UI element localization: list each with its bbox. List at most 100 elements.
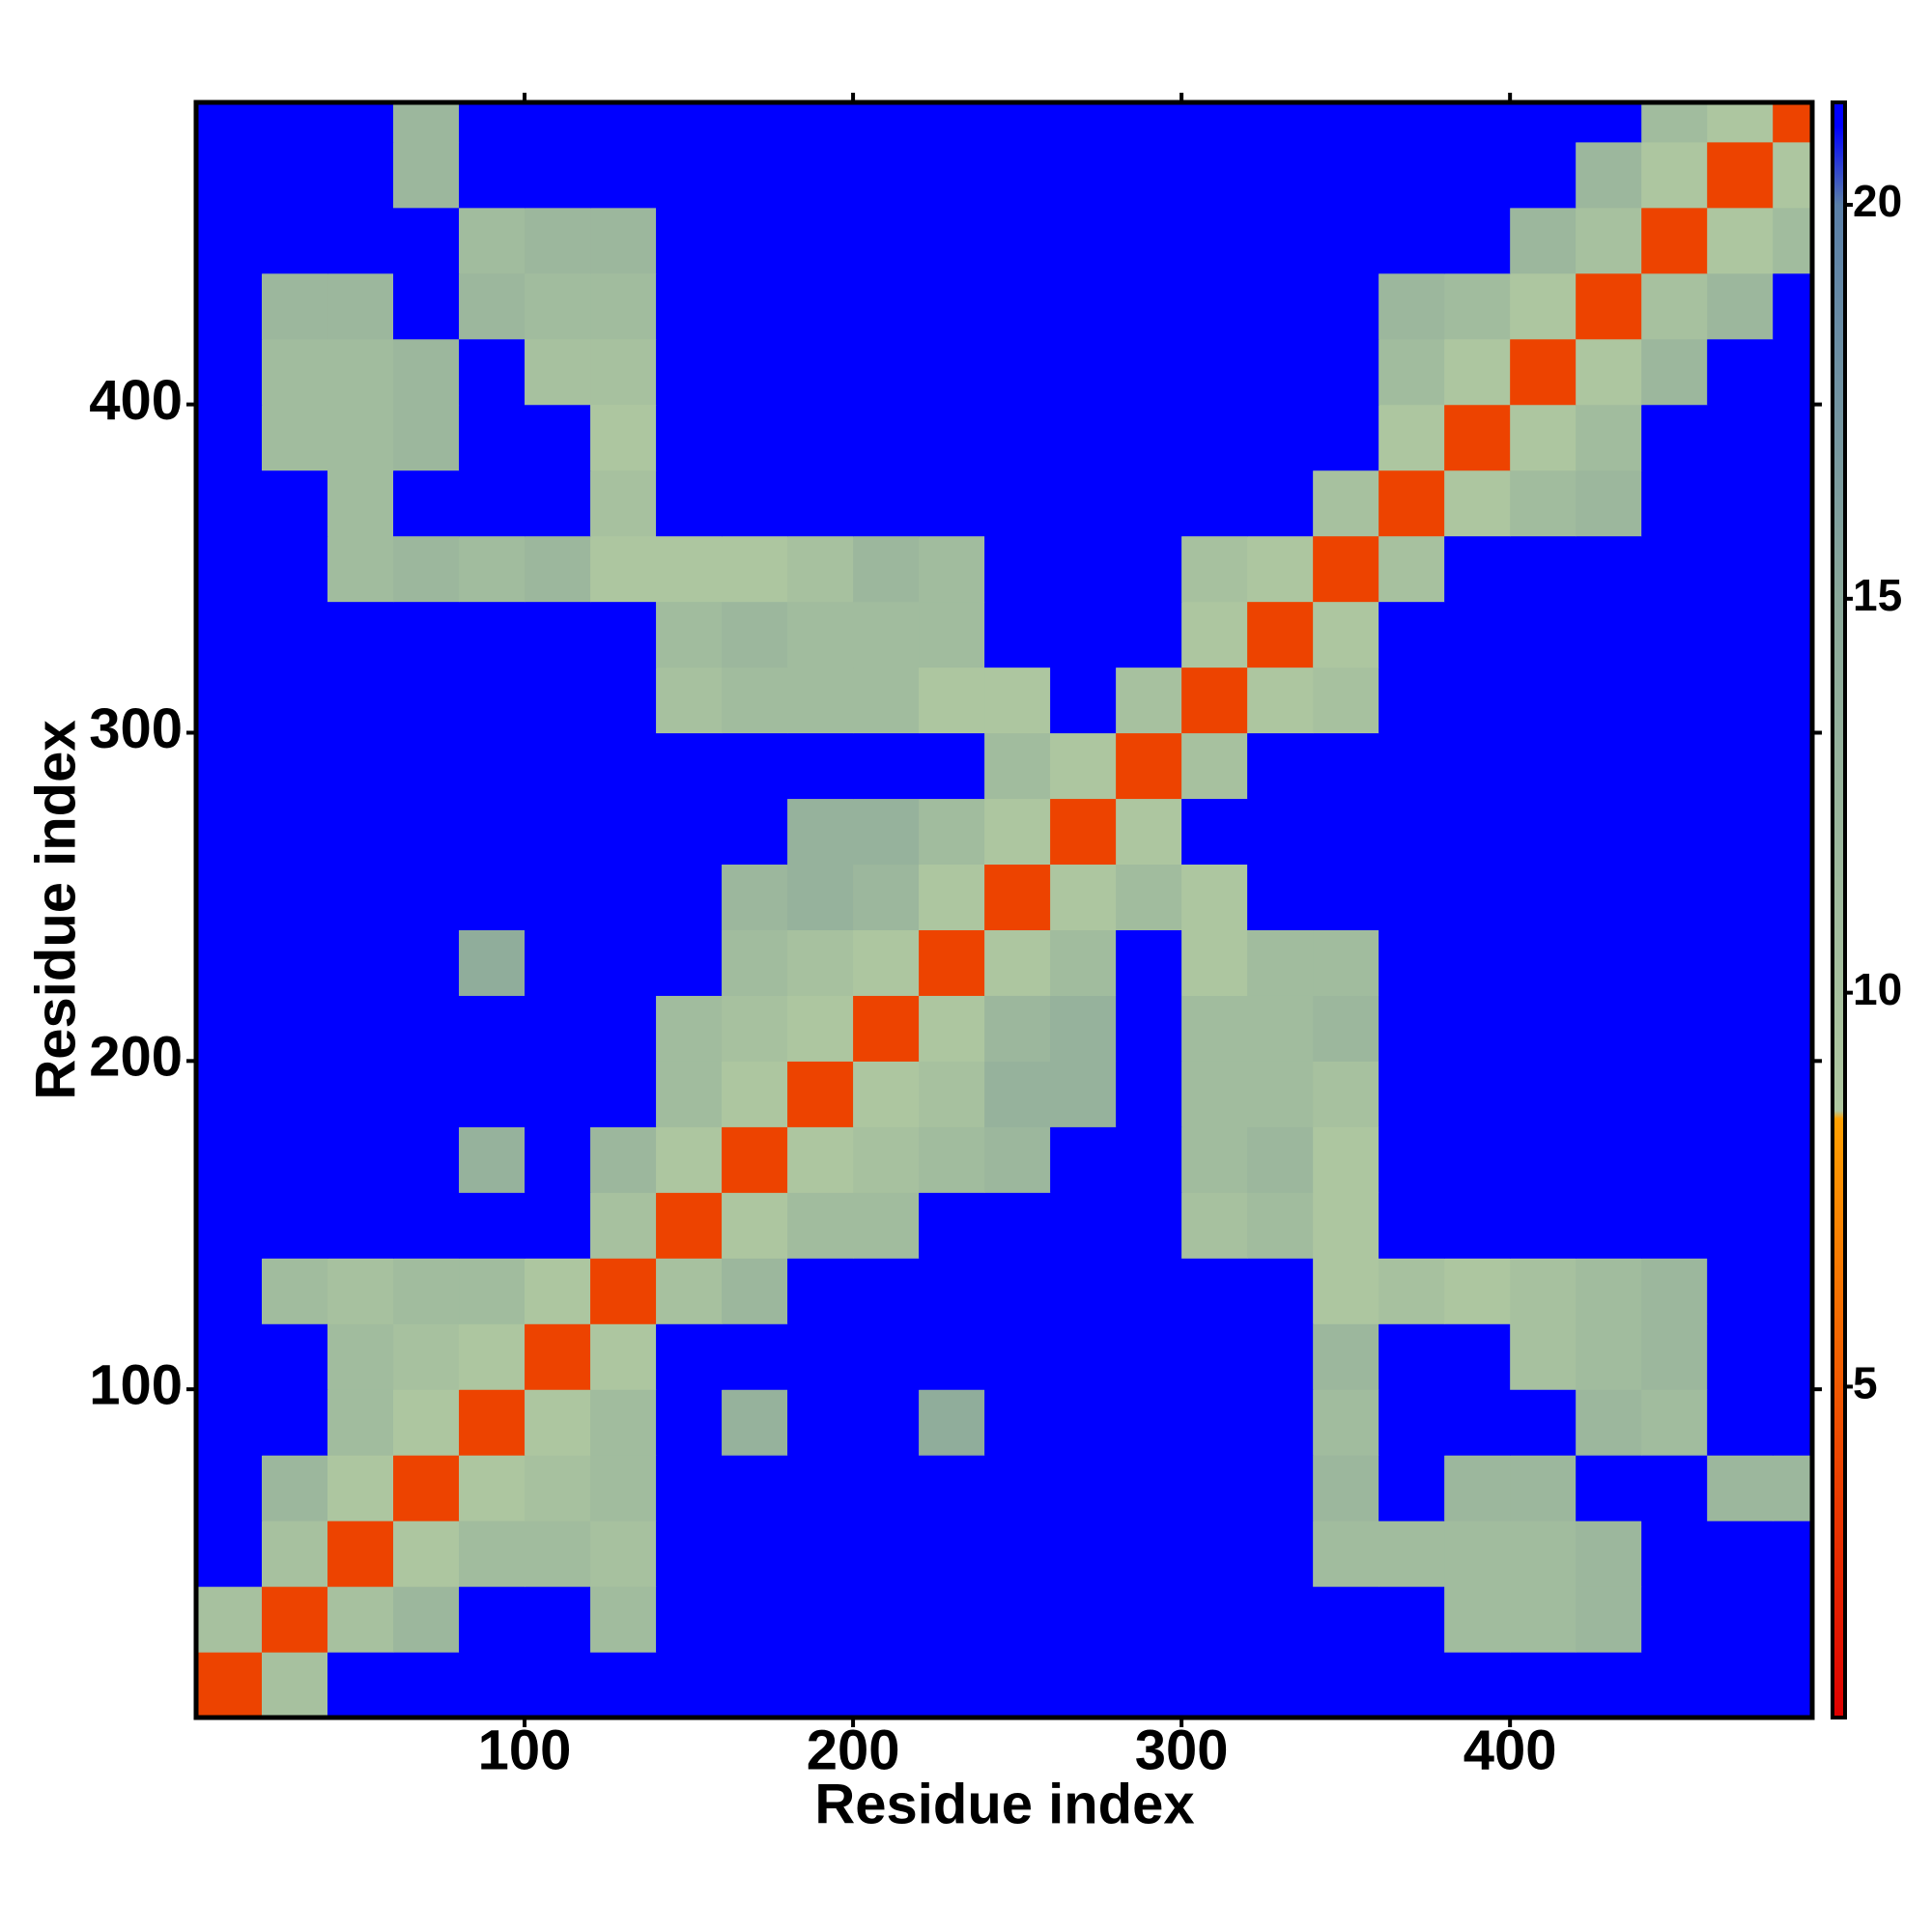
heatmap-cell xyxy=(1576,338,1642,406)
heatmap-cell xyxy=(327,864,394,930)
heatmap-cell xyxy=(1707,338,1774,406)
heatmap-cell xyxy=(590,995,657,1062)
heatmap-cell xyxy=(1707,1323,1774,1390)
heatmap-cell xyxy=(1444,1455,1511,1521)
heatmap-cell xyxy=(196,1652,263,1719)
heatmap-cell xyxy=(1707,404,1774,471)
heatmap-cell xyxy=(1313,141,1379,209)
heatmap-cell xyxy=(1050,1389,1117,1456)
heatmap-cell xyxy=(1247,732,1314,800)
heatmap-cell xyxy=(919,404,985,471)
y-tick-label: 100 xyxy=(89,1353,183,1416)
heatmap-cell xyxy=(1444,864,1511,930)
heatmap-cell xyxy=(853,1455,920,1521)
heatmap-cell xyxy=(919,1061,985,1127)
heatmap-cell xyxy=(327,404,394,471)
heatmap-cell xyxy=(262,798,328,866)
heatmap-cell xyxy=(984,1323,1051,1390)
heatmap-cell xyxy=(327,1192,394,1259)
heatmap-cell xyxy=(1181,732,1248,800)
heatmap-cell xyxy=(1444,1192,1511,1259)
heatmap-cell xyxy=(525,535,591,603)
heatmap-cell xyxy=(327,1061,394,1127)
heatmap-cell xyxy=(1773,995,1813,1062)
heatmap-cell xyxy=(919,995,985,1062)
heatmap-cell xyxy=(1247,535,1314,603)
heatmap-cell xyxy=(262,732,328,800)
heatmap-cell xyxy=(1116,535,1182,603)
heatmap-cell xyxy=(262,102,328,143)
heatmap-cell xyxy=(1181,1455,1248,1521)
heatmap-cell xyxy=(1050,404,1117,471)
heatmap-cell xyxy=(590,667,657,734)
heatmap-cell xyxy=(1378,535,1445,603)
heatmap-cell xyxy=(1378,1652,1445,1719)
heatmap-cell xyxy=(196,469,263,537)
heatmap-cell xyxy=(853,1258,920,1324)
heatmap-cell xyxy=(262,535,328,603)
heatmap-cell xyxy=(1247,469,1314,537)
heatmap-cell xyxy=(262,667,328,734)
heatmap-cell xyxy=(1707,798,1774,866)
heatmap-cell xyxy=(196,272,263,340)
heatmap-cell xyxy=(853,338,920,406)
heatmap-cell xyxy=(393,535,460,603)
heatmap-cell xyxy=(1641,338,1708,406)
heatmap-cell xyxy=(1181,1323,1248,1390)
heatmap-cell xyxy=(1378,864,1445,930)
heatmap-cell xyxy=(1116,1192,1182,1259)
colorbar-tick-label: 5 xyxy=(1853,1358,1878,1408)
heatmap-cell xyxy=(722,864,788,930)
heatmap-cell xyxy=(919,338,985,406)
heatmap xyxy=(196,102,1813,1719)
heatmap-cell xyxy=(919,1455,985,1521)
heatmap-cell xyxy=(1576,1126,1642,1193)
heatmap-cell xyxy=(1773,864,1813,930)
heatmap-cell xyxy=(722,1258,788,1324)
heatmap-cell xyxy=(1707,141,1774,209)
heatmap-cell xyxy=(656,1652,723,1719)
heatmap-cell xyxy=(1313,1586,1379,1653)
heatmap-cell xyxy=(327,102,394,143)
heatmap-cell xyxy=(853,535,920,603)
heatmap-cell xyxy=(590,469,657,537)
heatmap-cell xyxy=(1707,864,1774,930)
heatmap-cell xyxy=(656,141,723,209)
heatmap-cell xyxy=(1576,864,1642,930)
colorbar-tick-label: 15 xyxy=(1853,570,1902,620)
heatmap-cell xyxy=(1444,1061,1511,1127)
heatmap-cell xyxy=(1116,469,1182,537)
heatmap-cell xyxy=(1378,102,1445,143)
heatmap-cell xyxy=(1378,995,1445,1062)
heatmap-cell xyxy=(656,732,723,800)
heatmap-cell xyxy=(1444,469,1511,537)
heatmap-cell xyxy=(459,207,526,274)
heatmap-cell xyxy=(853,102,920,143)
colorbar xyxy=(1831,100,1847,1719)
heatmap-cell xyxy=(196,1323,263,1390)
heatmap-cell xyxy=(393,864,460,930)
heatmap-cell xyxy=(1707,1586,1774,1653)
heatmap-cell xyxy=(1378,1455,1445,1521)
heatmap-cell xyxy=(1116,1389,1182,1456)
heatmap-cell xyxy=(1181,1061,1248,1127)
heatmap-cell xyxy=(590,1192,657,1259)
heatmap-cell xyxy=(853,404,920,471)
heatmap-cell xyxy=(1050,1455,1117,1521)
heatmap-cell xyxy=(853,1586,920,1653)
heatmap-cell xyxy=(1313,404,1379,471)
heatmap-cell xyxy=(1050,1586,1117,1653)
heatmap-cell xyxy=(1510,1061,1577,1127)
heatmap-cell xyxy=(459,601,526,668)
heatmap-cell xyxy=(459,1126,526,1193)
heatmap-cell xyxy=(1773,1455,1813,1521)
heatmap-cell xyxy=(196,1192,263,1259)
heatmap-cell xyxy=(787,404,854,471)
heatmap-cell xyxy=(393,601,460,668)
heatmap-cell xyxy=(1116,667,1182,734)
heatmap-cell xyxy=(459,798,526,866)
heatmap-cell xyxy=(787,732,854,800)
heatmap-cell xyxy=(262,1586,328,1653)
heatmap-cell xyxy=(984,272,1051,340)
heatmap-cell xyxy=(1444,1258,1511,1324)
